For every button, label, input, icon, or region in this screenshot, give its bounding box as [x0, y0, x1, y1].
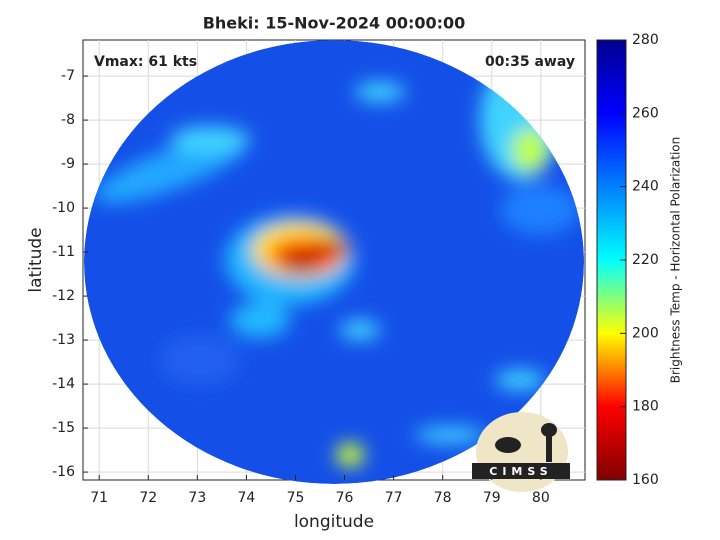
y-tick-label: -8: [61, 112, 75, 128]
y-tick-label: -11: [52, 244, 75, 260]
colorbar-tick-label: 240: [632, 179, 659, 195]
y-tick-label: -9: [61, 156, 75, 172]
colorbar-tick-label: 280: [632, 32, 659, 48]
x-tick-label: 71: [90, 490, 108, 506]
y-tick-label: -10: [52, 200, 75, 216]
time-annotation: 00:35 away: [485, 54, 575, 70]
y-tick-label: -13: [52, 332, 75, 348]
y-tick-label: -15: [52, 420, 75, 436]
x-tick-label: 77: [385, 490, 403, 506]
x-tick-label: 78: [434, 490, 452, 506]
y-tick-label: -12: [52, 288, 75, 304]
x-tick-label: 80: [532, 490, 550, 506]
x-tick-label: 72: [139, 490, 157, 506]
x-tick-label: 79: [483, 490, 501, 506]
satellite-image: [84, 40, 584, 484]
y-tick-label: -7: [61, 68, 75, 84]
x-tick-label: 73: [188, 490, 206, 506]
x-tick-label: 74: [237, 490, 255, 506]
x-tick-label: 75: [287, 490, 305, 506]
colorbar-tick-label: 180: [632, 399, 659, 415]
colorbar-tick-label: 200: [632, 325, 659, 341]
vmax-annotation: Vmax: 61 kts: [94, 54, 197, 70]
logo-text: CIMSS: [489, 465, 552, 478]
y-axis-label: latitude: [26, 227, 46, 292]
colorbar-tick-label: 220: [632, 252, 659, 268]
y-tick-label: -16: [52, 464, 75, 480]
y-tick-label: -14: [52, 376, 75, 392]
colorbar-label: Brightness Temp - Horizontal Polarizatio…: [669, 137, 683, 384]
x-axis-label: longitude: [294, 512, 374, 532]
cimss-logo: CIMSS: [472, 412, 570, 492]
colorbar-tick-label: 160: [632, 472, 659, 488]
chart-title: Bheki: 15-Nov-2024 00:00:00: [203, 14, 466, 33]
x-tick-label: 76: [336, 490, 354, 506]
colorbar-tick-label: 260: [632, 105, 659, 121]
